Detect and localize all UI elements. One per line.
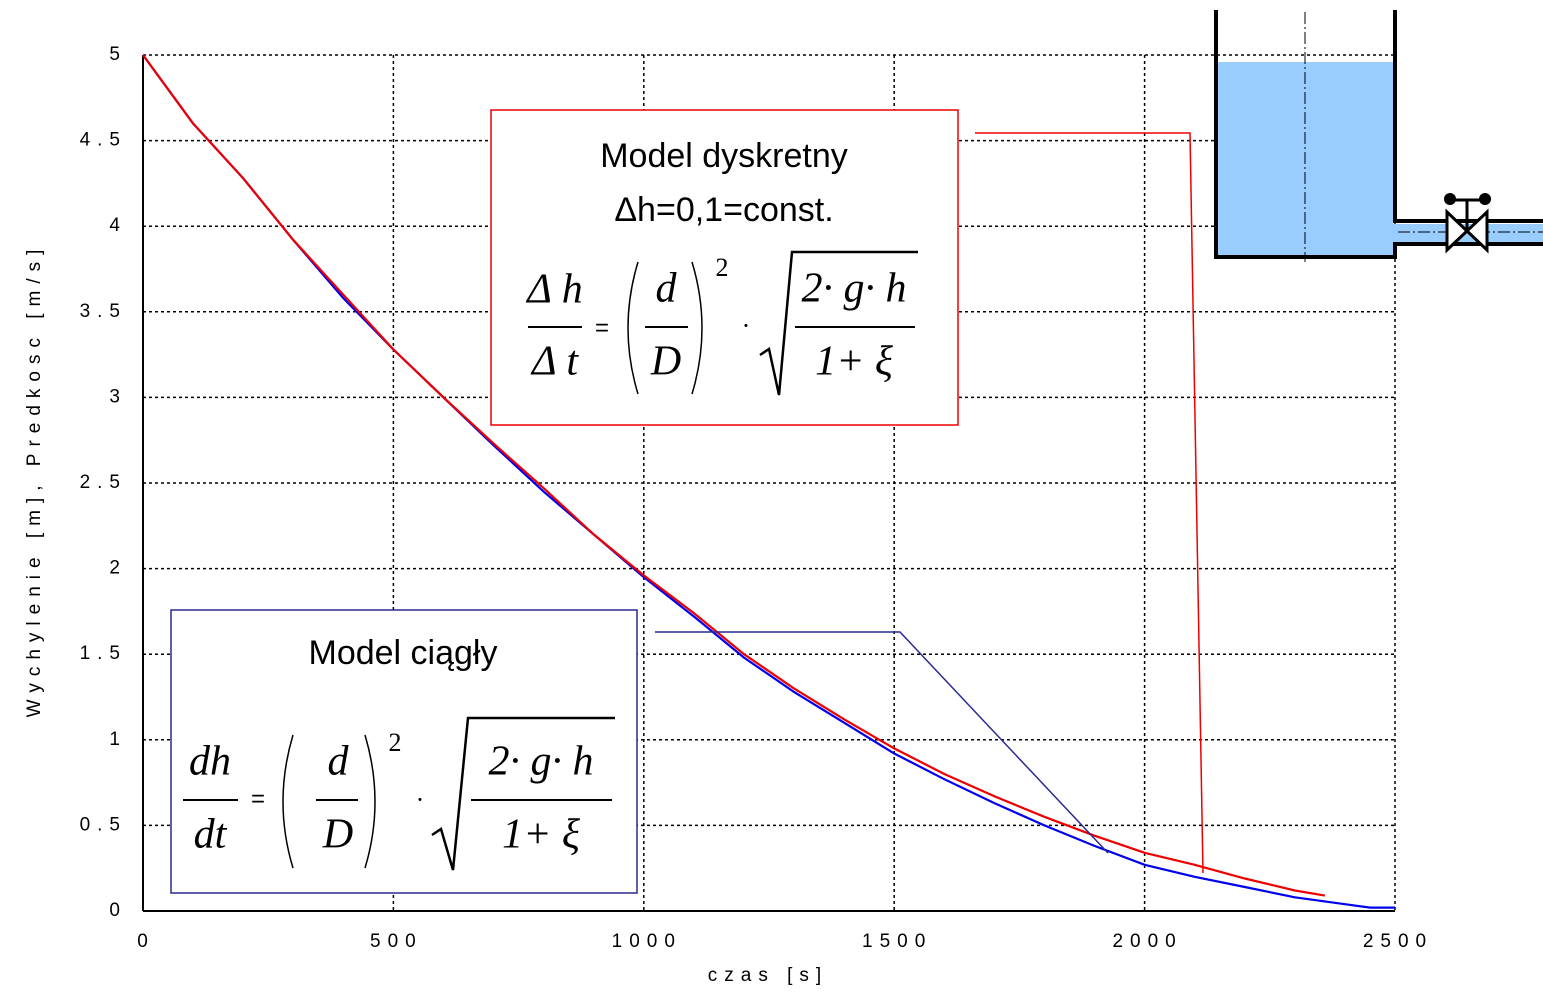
formula: 2· g· h: [802, 266, 907, 312]
formula: 2: [389, 728, 402, 757]
y-tick-label: 3: [109, 386, 127, 407]
x-tick-label: 1000: [612, 931, 682, 952]
line: [142, 54, 1395, 909]
formula: ·: [416, 785, 425, 814]
y-tick-label: 5: [109, 44, 127, 65]
discrete-annotation: Model dyskretny Δh=0,1=const. Δ h Δ t = …: [490, 109, 959, 426]
formula: D: [650, 339, 681, 385]
formula: Δ t: [530, 339, 579, 385]
formula: =: [595, 314, 609, 341]
y-tick-label: 2.5: [80, 472, 127, 493]
y-tick-label: 1.5: [80, 643, 127, 664]
box: [170, 609, 638, 894]
y-tick-label: 0: [109, 900, 127, 921]
x-tick-label: 1500: [862, 931, 932, 952]
connector: [975, 132, 1204, 874]
x-axis-label: czas [s]: [708, 965, 828, 986]
y-tick-label: 1: [109, 729, 127, 750]
continuous-annotation: Model ciągły dh dt = d D 2 · 2· g· h 1+ …: [170, 609, 638, 894]
x-tick-label: 2500: [1363, 931, 1433, 952]
x-tick-label: 0: [137, 931, 155, 952]
formula: dh: [189, 739, 231, 785]
formula: d: [656, 266, 678, 312]
title: Model dyskretny: [600, 137, 848, 175]
connector: [655, 631, 1109, 854]
y-axis-label: Wychylenie [m], Predkosc [m/s]: [24, 243, 45, 718]
y-tick-label: 4.5: [80, 130, 127, 151]
formula: D: [322, 812, 353, 858]
formula: 2: [716, 253, 729, 282]
x-tick-label: 2000: [1112, 931, 1182, 952]
formula: 1+ ξ: [815, 339, 893, 385]
formula: Δ h: [525, 267, 582, 313]
y-tick-label: 0.5: [80, 814, 127, 835]
tank-diagram: [1214, 10, 1543, 262]
line: [142, 54, 1326, 897]
formula: ·: [742, 311, 751, 340]
y-tick-label: 4: [109, 215, 127, 236]
title: Model ciągły: [309, 634, 498, 672]
x-tick-label: 500: [370, 931, 423, 952]
formula: 2· g· h: [489, 739, 594, 785]
y-tick-label: 3.5: [80, 301, 127, 322]
formula: dt: [194, 812, 228, 858]
box: [490, 109, 959, 426]
formula: d: [328, 739, 350, 785]
y-tick-label: 2: [109, 558, 127, 579]
formula: =: [251, 785, 265, 812]
formula: 1+ ξ: [502, 812, 580, 858]
subtitle: Δh=0,1=const.: [614, 191, 833, 229]
